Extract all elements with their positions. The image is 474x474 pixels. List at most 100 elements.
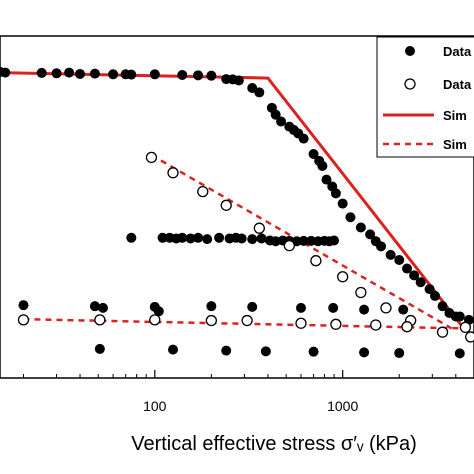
data-point	[298, 133, 309, 144]
data-point	[157, 232, 168, 243]
data-point	[36, 67, 47, 78]
data-point	[202, 234, 213, 245]
data-point	[295, 302, 306, 313]
data-point	[241, 314, 253, 327]
data-point	[126, 232, 137, 243]
data-point	[254, 87, 265, 98]
x-tick-label: 100	[143, 398, 167, 414]
legend: Data Data Sim Sim	[376, 36, 474, 158]
data-point	[205, 314, 218, 327]
data-point	[317, 160, 328, 171]
data-point	[193, 70, 204, 81]
legend-label: Data	[443, 44, 472, 59]
data-point	[247, 301, 258, 312]
data-point	[450, 311, 461, 322]
data-point	[308, 148, 319, 159]
series-points	[0, 66, 474, 359]
data-point	[153, 306, 164, 317]
data-point	[415, 277, 426, 288]
data-point	[0, 67, 11, 78]
data-point	[270, 109, 281, 120]
data-point	[214, 232, 225, 243]
data-point	[436, 326, 449, 338]
data-point	[359, 304, 370, 315]
data-point	[328, 302, 339, 313]
data-point	[177, 69, 188, 80]
data-point	[97, 302, 108, 313]
data-point	[394, 348, 405, 359]
data-point	[355, 222, 366, 233]
legend-marker	[405, 46, 415, 56]
data-point	[89, 301, 100, 312]
legend-label: Data	[443, 77, 472, 92]
data-point	[168, 344, 179, 355]
data-point	[233, 75, 244, 86]
data-point	[253, 222, 265, 234]
data-point	[17, 314, 30, 326]
data-point	[437, 301, 448, 312]
data-point	[359, 347, 370, 358]
data-point	[321, 174, 332, 185]
data-point	[221, 345, 232, 356]
data-point	[459, 321, 472, 334]
data-point	[394, 255, 405, 266]
data-point	[337, 198, 348, 209]
data-point	[355, 286, 367, 299]
data-point	[385, 249, 396, 260]
plot-area	[0, 35, 474, 379]
data-point	[220, 199, 232, 211]
data-point	[402, 263, 413, 274]
data-point	[283, 239, 295, 252]
data-point	[365, 229, 376, 240]
data-point	[108, 69, 119, 80]
data-point	[298, 235, 309, 246]
data-point	[89, 68, 100, 79]
data-point	[337, 271, 349, 283]
data-point	[401, 321, 413, 333]
data-point	[376, 241, 387, 252]
data-point	[454, 348, 465, 359]
data-point	[236, 233, 247, 244]
data-point	[206, 70, 217, 81]
data-point	[185, 233, 196, 244]
legend-box	[376, 36, 474, 158]
data-point	[18, 300, 29, 311]
data-point	[149, 314, 161, 326]
series-line-6	[0, 71, 463, 327]
data-point	[197, 185, 209, 198]
data-point	[409, 270, 420, 281]
legend-marker	[404, 78, 416, 90]
data-point	[398, 304, 409, 315]
legend-label: Sim	[443, 108, 467, 123]
data-point	[193, 232, 204, 243]
series-line-8	[150, 153, 453, 330]
data-point	[330, 188, 341, 199]
legend-label: Sim	[443, 137, 467, 152]
data-point	[145, 151, 158, 164]
data-point	[345, 212, 356, 223]
data-point	[51, 68, 62, 79]
data-point	[310, 255, 322, 267]
data-point	[429, 290, 440, 301]
data-point	[465, 331, 474, 343]
data-point	[64, 67, 75, 78]
data-point	[276, 116, 287, 127]
data-point	[167, 167, 179, 179]
data-point	[126, 69, 137, 80]
data-point	[330, 318, 342, 330]
data-point	[94, 343, 105, 354]
data-point	[370, 319, 382, 331]
data-point	[94, 314, 106, 326]
data-point	[295, 317, 307, 329]
data-point	[260, 346, 271, 357]
data-point	[247, 234, 258, 245]
data-point	[149, 69, 160, 80]
data-point	[177, 232, 188, 243]
data-point	[424, 284, 435, 295]
x-axis-ticks: 100 1000	[22, 370, 457, 414]
x-axis-label: Vertical effective stress σ′ᵥ (kPa)	[131, 433, 417, 455]
data-point	[380, 302, 392, 314]
data-point	[329, 235, 340, 246]
data-point	[308, 346, 319, 357]
